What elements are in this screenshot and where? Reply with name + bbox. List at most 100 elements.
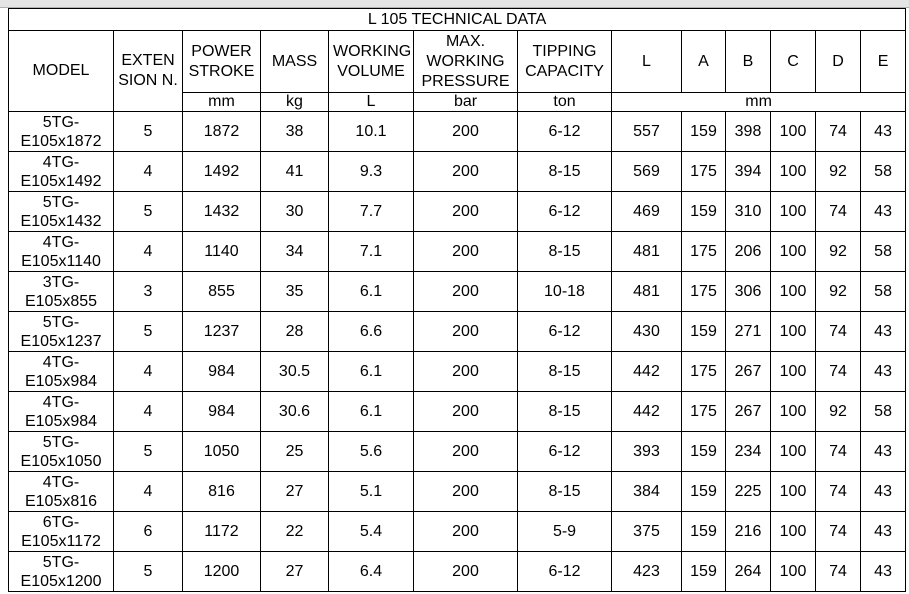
data-cell: 6-12 [517, 111, 612, 152]
model-cell: 4TG-E105x816 [8, 471, 114, 512]
data-cell: 43 [859, 351, 907, 392]
model-cell: 4TG-E105x984 [8, 351, 114, 392]
data-cell: 310 [725, 191, 771, 232]
data-cell: 100 [770, 431, 816, 472]
data-cell: 159 [681, 471, 726, 512]
data-cell: 4 [113, 391, 183, 432]
data-cell: 557 [611, 111, 682, 152]
data-cell: 7.7 [328, 191, 414, 232]
data-cell: 58 [859, 231, 907, 272]
unit-label: mm [182, 92, 261, 112]
data-cell: 74 [815, 471, 861, 512]
data-cell: 27 [260, 551, 329, 592]
data-cell: 398 [725, 111, 771, 152]
data-cell: 442 [611, 351, 682, 392]
unit-label: mm [610, 92, 907, 112]
data-cell: 4 [113, 471, 183, 512]
column-header: A [681, 30, 726, 93]
data-cell: 159 [681, 431, 726, 472]
data-cell: 442 [611, 391, 682, 432]
data-cell: 5 [113, 191, 183, 232]
data-cell: 200 [413, 471, 518, 512]
data-cell: 175 [681, 271, 726, 312]
data-cell: 175 [681, 351, 726, 392]
model-cell: 4TG-E105x1140 [8, 231, 114, 272]
data-cell: 200 [413, 231, 518, 272]
data-cell: 216 [725, 511, 771, 552]
data-cell: 481 [611, 271, 682, 312]
data-cell: 5.4 [328, 511, 414, 552]
data-cell: 74 [815, 111, 861, 152]
data-cell: 28 [260, 311, 329, 352]
data-cell: 234 [725, 431, 771, 472]
data-row: 5TG-E105x1237 5 1237 28 6.6 200 6-12 430 159 271 1… [8, 311, 907, 352]
unit-label: ton [517, 92, 612, 112]
title-row: L 105 TECHNICAL DATA [7, 8, 907, 31]
column-header: MODEL [8, 30, 114, 112]
data-cell: 8-15 [517, 391, 612, 432]
unit-label: bar [413, 92, 518, 112]
data-cell: 384 [611, 471, 682, 512]
data-cell: 1432 [182, 191, 261, 232]
table-title: L 105 TECHNICAL DATA [7, 8, 907, 31]
data-cell: 225 [725, 471, 771, 512]
column-header: EXTEN SION N. [113, 30, 183, 112]
column-strip [0, 0, 909, 8]
data-cell: 58 [859, 271, 907, 312]
data-cell: 267 [725, 391, 771, 432]
data-cell: 100 [770, 191, 816, 232]
column-header: B [725, 30, 771, 93]
data-cell: 5 [113, 551, 183, 592]
data-row: 4TG-E105x984 4 984 30.6 6.1 200 8-15 442 175 267 1… [8, 391, 907, 432]
column-header: MASS [260, 30, 329, 93]
data-cell: 855 [182, 271, 261, 312]
data-cell: 206 [725, 231, 771, 272]
data-cell: 984 [182, 391, 261, 432]
data-cell: 8-15 [517, 231, 612, 272]
data-cell: 4 [113, 151, 183, 192]
data-cell: 375 [611, 511, 682, 552]
model-cell: 5TG-E105x1237 [8, 311, 114, 352]
data-cell: 816 [182, 471, 261, 512]
data-cell: 200 [413, 191, 518, 232]
data-row: 3TG-E105x855 3 855 35 6.1 200 10-18 481 175 306 10… [8, 271, 907, 312]
data-cell: 159 [681, 511, 726, 552]
data-row: 6TG-E105x1172 6 1172 22 5.4 200 5-9 375 159 216 10… [8, 511, 907, 552]
model-cell: 4TG-E105x1492 [8, 151, 114, 192]
data-cell: 264 [725, 551, 771, 592]
data-cell: 984 [182, 351, 261, 392]
data-cell: 7.1 [328, 231, 414, 272]
data-cell: 25 [260, 431, 329, 472]
data-cell: 41 [260, 151, 329, 192]
data-cell: 393 [611, 431, 682, 472]
data-cell: 58 [859, 391, 907, 432]
column-header: MAX. WORKING PRESSURE [413, 30, 518, 93]
model-cell: 5TG-E105x1872 [8, 111, 114, 152]
data-cell: 175 [681, 231, 726, 272]
data-row: 4TG-E105x1492 4 1492 41 9.3 200 8-15 569 175 394 1… [8, 151, 907, 192]
data-cell: 10-18 [517, 271, 612, 312]
data-cell: 74 [815, 311, 861, 352]
data-cell: 43 [859, 511, 907, 552]
data-cell: 1140 [182, 231, 261, 272]
data-cell: 6.1 [328, 351, 414, 392]
data-cell: 159 [681, 551, 726, 592]
column-header: POWER STROKE [182, 30, 261, 93]
data-cell: 6-12 [517, 551, 612, 592]
data-row: 5TG-E105x1050 5 1050 25 5.6 200 6-12 393 159 234 1… [8, 431, 907, 472]
model-cell: 3TG-E105x855 [8, 271, 114, 312]
data-cell: 43 [859, 311, 907, 352]
data-cell: 394 [725, 151, 771, 192]
data-cell: 34 [260, 231, 329, 272]
data-cell: 5.6 [328, 431, 414, 472]
data-cell: 58 [859, 151, 907, 192]
data-cell: 481 [611, 231, 682, 272]
header-row: MODEL EXTEN SION N. POWER STROKE MASS WORKIN… [8, 30, 907, 112]
data-cell: 200 [413, 351, 518, 392]
data-cell: 5.1 [328, 471, 414, 512]
column-header: WORKING VOLUME [328, 30, 414, 93]
column-header: D [815, 30, 861, 93]
data-cell: 30 [260, 191, 329, 232]
data-cell: 6-12 [517, 431, 612, 472]
